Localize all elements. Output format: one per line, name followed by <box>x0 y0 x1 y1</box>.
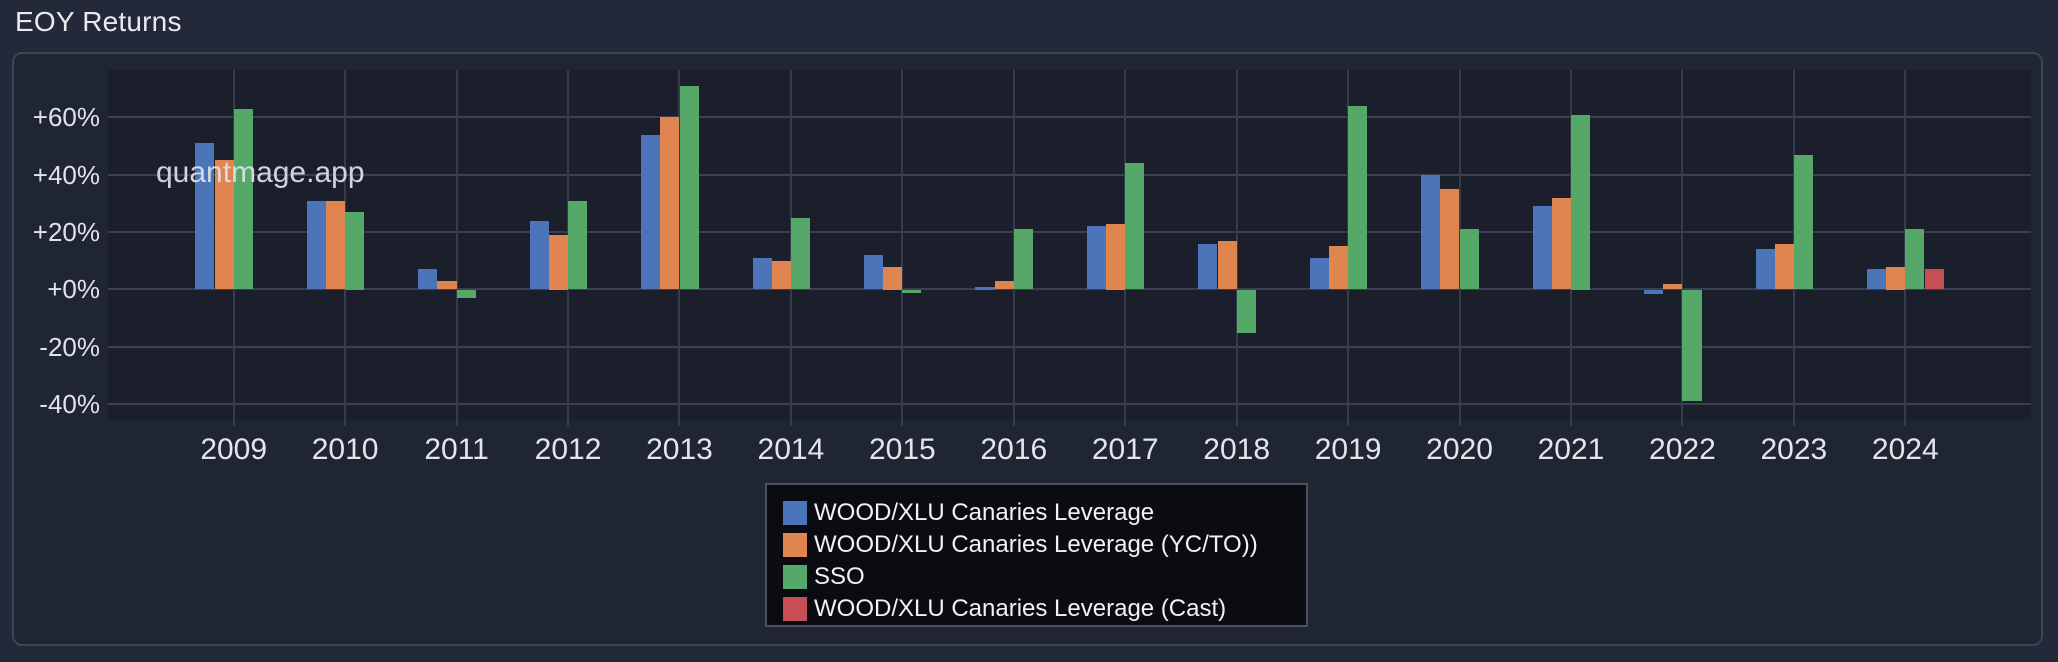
bar[interactable] <box>1125 163 1145 290</box>
bar[interactable] <box>994 280 1014 290</box>
bar[interactable] <box>233 108 253 290</box>
y-tick-label: +60% <box>32 102 100 133</box>
bar[interactable] <box>1886 266 1906 290</box>
x-tick-label: 2011 <box>424 433 489 466</box>
bar[interactable] <box>1924 269 1944 290</box>
y-tick-label: -20% <box>39 331 100 362</box>
bar[interactable] <box>975 286 995 290</box>
bar[interactable] <box>214 160 234 290</box>
h-gridline <box>108 116 2031 119</box>
bar[interactable] <box>1551 197 1571 290</box>
x-tick-label: 2017 <box>1091 433 1159 466</box>
bar[interactable] <box>1866 269 1887 290</box>
bar[interactable] <box>1086 226 1106 290</box>
bar[interactable] <box>1309 257 1329 290</box>
x-tick-label: 2021 <box>1537 433 1605 466</box>
x-tick-label: 2019 <box>1314 433 1382 466</box>
bar[interactable] <box>418 269 438 290</box>
bar[interactable] <box>1106 223 1126 290</box>
bar[interactable] <box>790 217 811 290</box>
v-gridline <box>1681 70 1684 426</box>
bar[interactable] <box>863 255 884 290</box>
bar[interactable] <box>771 260 791 290</box>
x-tick-label: 2018 <box>1203 433 1271 466</box>
x-tick-label: 2015 <box>868 433 936 466</box>
y-tick-label: +20% <box>32 217 100 248</box>
bar[interactable] <box>883 266 903 290</box>
bar[interactable] <box>456 289 476 299</box>
bar[interactable] <box>1217 240 1237 290</box>
legend-swatch <box>783 501 807 525</box>
bar[interactable] <box>1682 289 1702 402</box>
bar[interactable] <box>1571 114 1591 290</box>
x-tick-label: 2012 <box>534 433 602 466</box>
v-gridline <box>1012 70 1015 426</box>
legend-label: WOOD/XLU Canaries Leverage (YC/TO)) <box>814 531 1258 558</box>
legend-label: SSO <box>814 563 865 590</box>
legend-swatch <box>783 565 807 589</box>
plot-area <box>108 70 2031 420</box>
bar[interactable] <box>195 143 215 290</box>
bar[interactable] <box>660 117 680 290</box>
v-gridline <box>455 70 458 426</box>
legend-item[interactable]: WOOD/XLU Canaries Leverage <box>783 497 1292 529</box>
x-tick-label: 2020 <box>1426 433 1493 466</box>
x-tick-label: 2022 <box>1649 433 1716 466</box>
bar[interactable] <box>1198 243 1218 290</box>
legend-swatch <box>783 597 807 621</box>
bar[interactable] <box>1793 154 1814 290</box>
page-title: EOY Returns <box>15 6 182 37</box>
legend-swatch <box>783 533 807 557</box>
bar[interactable] <box>1013 229 1033 290</box>
x-tick-label: 2010 <box>311 433 379 466</box>
bar[interactable] <box>679 85 699 290</box>
bar[interactable] <box>568 200 588 290</box>
legend-item[interactable]: SSO <box>783 561 1292 593</box>
bar[interactable] <box>1663 283 1683 290</box>
bar[interactable] <box>1421 174 1441 290</box>
x-tick-label: 2023 <box>1760 433 1828 466</box>
y-tick-label: +0% <box>47 274 100 305</box>
bar[interactable] <box>1905 229 1925 290</box>
h-gridline <box>108 288 2031 291</box>
h-gridline <box>108 231 2031 234</box>
bar[interactable] <box>325 200 346 290</box>
bar[interactable] <box>1774 243 1794 290</box>
bar[interactable] <box>1348 105 1368 290</box>
bar[interactable] <box>1755 249 1775 290</box>
y-tick-label: +40% <box>32 159 100 190</box>
bar[interactable] <box>437 280 457 290</box>
bar[interactable] <box>1532 206 1552 290</box>
x-tick-label: 2013 <box>646 433 713 466</box>
x-tick-label: 2016 <box>980 433 1048 466</box>
bar[interactable] <box>1459 229 1479 290</box>
legend-label: WOOD/XLU Canaries Leverage (Cast) <box>814 595 1227 622</box>
h-gridline <box>108 403 2031 406</box>
legend-label: WOOD/XLU Canaries Leverage <box>814 499 1155 526</box>
bar[interactable] <box>529 220 549 290</box>
x-tick-label: 2014 <box>757 433 825 466</box>
y-tick-label: -40% <box>39 389 100 420</box>
bar[interactable] <box>548 235 568 290</box>
x-tick-label: 2009 <box>200 433 268 466</box>
h-gridline <box>108 173 2031 176</box>
legend: WOOD/XLU Canaries Leverage WOOD/XLU Canar… <box>765 483 1308 627</box>
v-gridline <box>901 70 904 426</box>
bar[interactable] <box>345 212 365 290</box>
legend-item[interactable]: WOOD/XLU Canaries Leverage (Cast) <box>783 593 1292 625</box>
bar[interactable] <box>752 257 772 290</box>
bar[interactable] <box>641 134 661 290</box>
legend-item[interactable]: WOOD/XLU Canaries Leverage (YC/TO)) <box>783 529 1292 561</box>
bar[interactable] <box>306 200 326 290</box>
h-gridline <box>108 345 2031 348</box>
bar[interactable] <box>1328 246 1349 290</box>
bar[interactable] <box>1440 189 1460 290</box>
bar[interactable] <box>1236 289 1256 333</box>
bar[interactable] <box>902 289 922 293</box>
bar[interactable] <box>1644 289 1664 294</box>
x-tick-label: 2024 <box>1871 433 1939 466</box>
